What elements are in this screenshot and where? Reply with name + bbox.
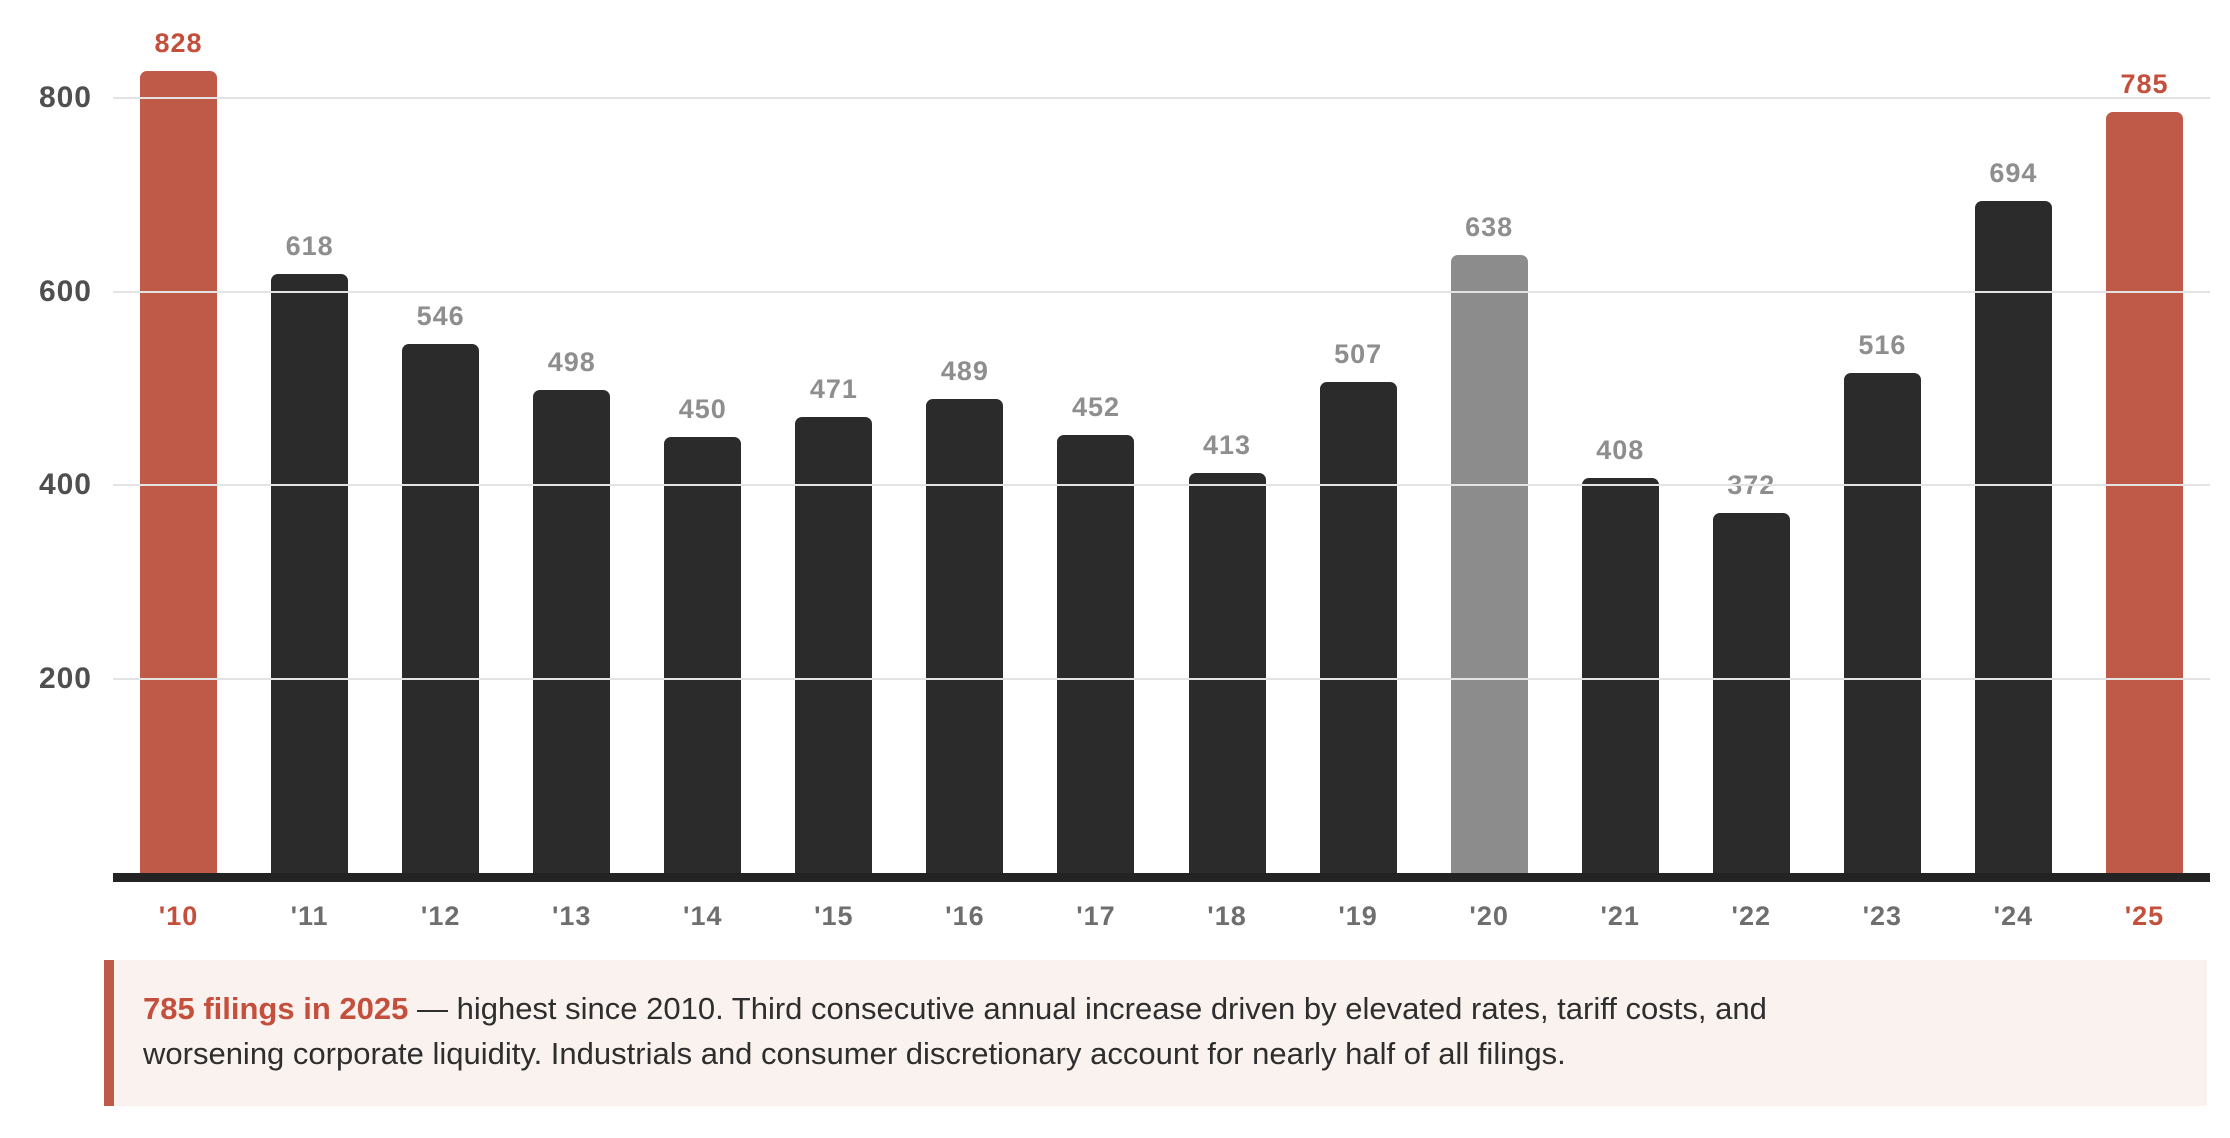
gridline-400 [113, 484, 2210, 487]
bar-slot-11: 618 [244, 0, 375, 873]
x-tick-label: '10 [158, 901, 199, 931]
bar [1843, 373, 1921, 873]
bar-slot-20: 638 [1424, 0, 1555, 873]
bar [664, 437, 742, 873]
x-tick-label: '16 [945, 901, 985, 931]
bar-slot-23: 516 [1817, 0, 1948, 873]
bar-slot-17: 452 [1030, 0, 1161, 873]
y-axis-label-200: 200 [38, 662, 92, 696]
caption-line1-rest: — highest since 2010. Third consecutive … [408, 991, 1767, 1026]
bar-value-label: 408 [1596, 435, 1645, 465]
bar-value-label: 452 [1071, 392, 1120, 422]
bar [402, 344, 480, 873]
x-tick-label: '20 [1469, 901, 1509, 931]
caption-lead: 785 filings in 2025 [143, 991, 409, 1026]
bar-value-label: 498 [547, 347, 596, 377]
bar-value-label: 618 [285, 231, 334, 261]
bar-slot-15: 471 [768, 0, 899, 873]
bar-slot-25: 785 [2079, 0, 2210, 873]
x-tick-label: '17 [1076, 901, 1116, 931]
gridline-800 [113, 96, 2210, 99]
x-tick-label: '13 [551, 901, 592, 931]
x-tick-label: '21 [1600, 901, 1640, 931]
caption-text: 785 filings in 2025 — highest since 2010… [143, 986, 2177, 1076]
x-tick-label: '11 [290, 901, 329, 931]
bar-slot-16: 489 [899, 0, 1030, 873]
bars-container: 828 618 546 498 450 471 489 452 413 507 638 408 372 5… [113, 0, 2210, 873]
bar [1581, 478, 1659, 873]
bar-slot-18: 413 [1162, 0, 1293, 873]
bar-value-label: 507 [1334, 339, 1383, 369]
bar-value-label: 828 [154, 28, 203, 58]
y-axis-label-800: 800 [38, 80, 92, 114]
bar [1712, 513, 1790, 873]
bar [533, 390, 611, 873]
bar-value-label: 450 [678, 394, 727, 424]
bar [1450, 255, 1528, 873]
bar-slot-24: 694 [1948, 0, 2079, 873]
x-tick-label: '22 [1731, 901, 1771, 931]
bar-slot-13: 498 [506, 0, 637, 873]
gridline-200 [113, 678, 2210, 681]
x-tick-label: '12 [420, 901, 461, 931]
x-tick-label: '23 [1862, 901, 1903, 931]
bar [795, 417, 873, 873]
x-tick-label: '25 [2124, 901, 2165, 931]
x-tick-label: '19 [1338, 901, 1378, 931]
bar-value-label: 785 [2120, 69, 2169, 99]
bar-value-label: 413 [1203, 430, 1252, 460]
bar-value-label: 694 [1989, 158, 2038, 188]
x-axis-line [113, 873, 2210, 882]
bar-slot-21: 408 [1555, 0, 1686, 873]
bar-slot-12: 546 [375, 0, 506, 873]
x-tick-label: '18 [1207, 901, 1247, 931]
bar-value-label: 638 [1465, 212, 1514, 242]
caption-callout: 785 filings in 2025 — highest since 2010… [104, 960, 2207, 1106]
bar [926, 399, 1004, 873]
x-tick-label: '24 [1993, 901, 2034, 931]
bar-value-label: 489 [940, 356, 989, 386]
bar [1319, 382, 1397, 873]
bar-slot-19: 507 [1293, 0, 1424, 873]
bar-value-label: 546 [416, 301, 465, 331]
x-axis-tick-labels: '10 '11 '12 '13 '14 '15 '16 '17 '18 '19 '20 '21 '22 '… [113, 899, 2210, 933]
bar [1057, 435, 1135, 873]
bar [1974, 201, 2052, 873]
bar [2105, 112, 2183, 873]
bar-slot-14: 450 [637, 0, 768, 873]
bar [271, 274, 349, 873]
bar-value-label: 471 [809, 374, 858, 404]
x-tick-label: '15 [814, 901, 854, 931]
bar [1188, 473, 1266, 873]
bar-value-label: 516 [1858, 330, 1907, 360]
bar [140, 71, 218, 873]
bar-slot-10: 828 [113, 0, 244, 873]
y-axis-label-600: 600 [38, 274, 92, 308]
caption-line2: worsening corporate liquidity. Industria… [143, 1036, 1566, 1071]
x-tick-label: '14 [683, 901, 723, 931]
y-axis-label-400: 400 [38, 468, 92, 502]
plot-area: 828 618 546 498 450 471 489 452 413 507 638 408 372 5… [113, 0, 2210, 873]
gridline-600 [113, 290, 2210, 293]
